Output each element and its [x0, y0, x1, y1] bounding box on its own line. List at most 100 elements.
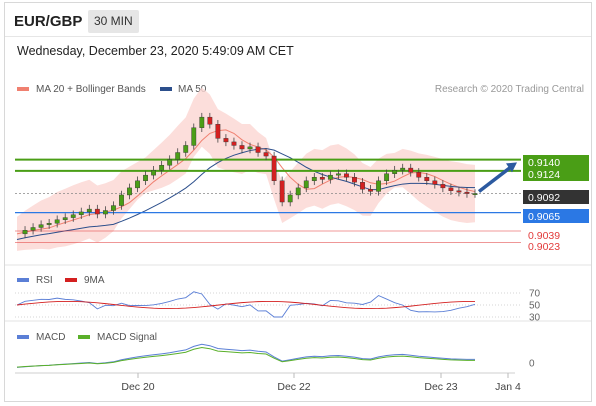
level-label-2: 0.9092: [528, 192, 560, 204]
macd-legend-label: MACD: [36, 332, 65, 343]
ma50-line: [16, 147, 476, 241]
level-label-4: 0.9039: [528, 230, 560, 242]
candle-body: [231, 141, 237, 146]
candle-body: [119, 194, 124, 206]
chart-widget: EUR/GBP 30 MIN Wednesday, December 23, 2…: [4, 2, 592, 402]
candle-body: [408, 167, 414, 173]
candle-body: [271, 155, 277, 182]
candle-body: [456, 190, 462, 193]
ma50-legend-swatch: [160, 87, 172, 91]
symbol-title: EUR/GBP: [14, 13, 83, 30]
candle-body: [207, 116, 213, 125]
nine-ma-legend-swatch: [65, 278, 77, 282]
chart-header: EUR/GBP 30 MIN: [5, 3, 591, 37]
candle-body: [215, 124, 221, 139]
level-box-1: [523, 167, 589, 181]
candle-body: [311, 177, 317, 182]
macd-signal-line: [16, 346, 475, 368]
candle-body: [143, 174, 148, 182]
price-chart: MA 20 + Bollinger Bands MA 50 Research ©…: [5, 84, 591, 393]
ma20-line: [16, 129, 476, 235]
candle-body: [70, 214, 76, 218]
candle-body: [199, 116, 205, 128]
candle-body: [472, 193, 478, 195]
candlesticks: [22, 112, 478, 239]
candle-body: [54, 219, 60, 224]
level-label-1: 0.9124: [528, 169, 560, 181]
candle-body: [183, 145, 189, 153]
candle-body: [400, 167, 406, 171]
candle-body: [38, 224, 44, 228]
candle-body: [86, 208, 92, 213]
candle-body: [440, 184, 446, 189]
level-label-5: 0.9023: [528, 241, 560, 253]
candle-body: [223, 138, 229, 143]
candle-body: [319, 177, 325, 180]
rsi-level-label-30: 30: [529, 313, 541, 324]
candle-body: [424, 177, 430, 182]
x-tick-label-1: Dec 22: [277, 381, 310, 393]
level-box-3: [523, 209, 589, 223]
candle-body: [327, 174, 333, 180]
nine-ma-legend-label: 9MA: [84, 275, 105, 286]
candle-body: [111, 205, 116, 211]
candle-body: [287, 194, 293, 203]
candle-body: [344, 173, 349, 178]
x-tick-label-0: Dec 20: [121, 381, 154, 393]
moving-average-lines: [16, 129, 476, 241]
bollinger-legend-swatch: [17, 87, 29, 91]
level-box-0: [523, 155, 589, 169]
x-axis: Dec 20 Dec 22 Dec 23 Jan 4: [121, 373, 521, 393]
candle-body: [255, 146, 261, 153]
rsi-level-label-50: 50: [529, 301, 541, 312]
candle-body: [247, 146, 253, 150]
candle-body: [384, 173, 390, 182]
rsi-legend-swatch: [17, 278, 29, 282]
candle-body: [368, 189, 373, 192]
level-box-2: [523, 190, 589, 204]
macd-signal-legend-label: MACD Signal: [97, 332, 157, 343]
candle-body: [360, 182, 365, 190]
candle-body: [135, 180, 140, 189]
candle-body: [432, 180, 438, 185]
candle-body: [127, 187, 132, 196]
research-credit: Research © 2020 Trading Central: [435, 84, 584, 95]
macd-line: [16, 343, 475, 368]
candle-body: [30, 227, 36, 231]
rsi-level-label-70: 70: [529, 289, 541, 300]
forecast-arrow-head: [506, 162, 517, 173]
candle-body: [335, 173, 341, 176]
macd-legend-swatch: [17, 335, 29, 339]
bollinger-band-fill: [17, 87, 475, 251]
macd-zero-label: 0: [529, 359, 535, 370]
candle-body: [263, 152, 269, 157]
x-tick-label-2: Dec 23: [424, 381, 457, 393]
candle-body: [239, 145, 245, 150]
macd-panel: 0: [16, 343, 535, 370]
interval-button[interactable]: 30 MIN: [88, 10, 139, 33]
nine-ma-line: [16, 300, 476, 310]
candle-body: [448, 187, 454, 191]
bollinger-band: [17, 87, 475, 251]
level-label-3: 0.9065: [528, 211, 560, 223]
ma50-legend-label: MA 50: [178, 84, 207, 95]
candle-body: [62, 217, 68, 220]
x-tick-label-3: Jan 4: [495, 381, 521, 393]
level-label-0: 0.9140: [528, 157, 560, 169]
candle-body: [94, 208, 100, 215]
candle-body: [352, 177, 357, 183]
candle-body: [279, 180, 285, 203]
candle-body: [102, 210, 108, 215]
forecast-arrow-shaft: [477, 164, 515, 193]
candle-body: [191, 127, 197, 146]
candle-body: [295, 187, 301, 196]
candle-body: [22, 230, 28, 235]
candle-body: [167, 159, 173, 166]
bollinger-legend-label: MA 20 + Bollinger Bands: [36, 84, 146, 95]
chart-datetime: Wednesday, December 23, 2020 5:49:09 AM …: [17, 44, 294, 58]
rsi-line: [16, 291, 476, 318]
rsi-legend-label: RSI: [36, 275, 53, 286]
candle-body: [159, 165, 165, 171]
